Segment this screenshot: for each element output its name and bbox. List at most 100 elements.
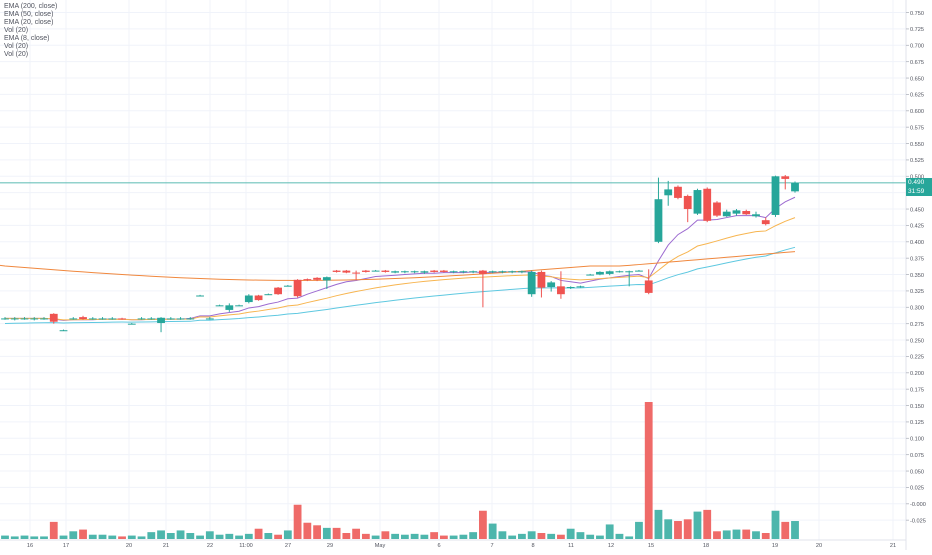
legend-item[interactable]: EMA (50, close) [4,11,54,18]
volume-bars [1,402,799,539]
y-tick-label: 0.225 [910,355,924,361]
candle-body [635,270,643,272]
volume-bar [732,529,741,539]
volume-bar [537,533,546,539]
candle-body [459,271,468,273]
y-tick-label: 0.725 [910,27,924,33]
x-tick-label: 27 [285,543,291,549]
legend-item[interactable]: Vol (20) [4,43,29,50]
x-tick-label: 17 [63,543,69,549]
y-tick-label: 0.625 [910,93,924,99]
y-tick-label: 0.175 [910,387,924,393]
candle-body [30,318,39,320]
volume-bar [410,533,419,539]
y-tick-label: 0.125 [910,420,924,426]
candle-body [303,279,312,281]
candle-body [283,285,292,287]
y-tick-label: 0.075 [910,453,924,459]
volume-bar [176,530,185,539]
candle-body [420,271,429,273]
candle-body [722,211,731,217]
candle-body [127,323,136,325]
candle-body [381,270,390,272]
candle-body [264,294,273,296]
y-tick-label: -0.025 [910,518,926,524]
candle-body [313,277,321,280]
candle-body [537,271,546,288]
x-tick-label: 6 [437,543,440,549]
volume-bar [625,536,634,539]
volume-bar [791,521,799,539]
legend-item[interactable]: EMA (20, close) [4,19,54,26]
candle-body [498,271,507,273]
candle-body [186,318,195,320]
candle-body [664,189,673,196]
volume-bar [30,536,39,539]
candle-body [20,318,29,320]
candle-body [147,318,156,320]
candle-body [683,195,692,210]
volume-bar [596,535,604,539]
candle-body [703,188,712,221]
volume-bar [459,534,468,539]
volume-bar [127,535,136,539]
x-tick-label: 21 [163,543,169,549]
candle-body [576,286,585,288]
candle-body [322,277,331,281]
y-tick-label: 0.275 [910,322,924,328]
volume-bar [322,527,331,539]
volume-bar [508,535,517,539]
volume-bar [254,528,263,539]
volume-bar [391,533,400,539]
x-tick-label: 29 [327,543,333,549]
candle-body [215,305,224,307]
volume-bar [781,521,790,539]
ema50-line [4,246,796,324]
volume-bar [108,535,117,539]
legend-item[interactable]: Vol (20) [4,51,29,58]
indicator-legend: EMA (200, close) EMA (50, close) EMA (20… [4,3,57,59]
y-tick-label: 0.025 [910,486,924,492]
candle-body [157,317,165,324]
volume-bar [576,532,585,539]
volume-bar [644,402,653,539]
candle-body [781,176,790,179]
moving-averages [0,182,906,324]
volume-bar [235,535,243,539]
y-tick-label: 0.325 [910,289,924,295]
legend-item[interactable]: EMA (8, close) [4,35,50,42]
volume-bar [118,536,126,539]
candle-body [108,318,117,320]
candle-body [137,318,146,320]
legend-item[interactable]: EMA (200, close) [4,3,58,10]
volume-bar [674,521,682,539]
y-tick-label: 0.550 [910,142,924,148]
y-tick-label: 0.375 [910,256,924,262]
bar-countdown-label: 31:59 [906,187,932,197]
candle-body [430,270,439,272]
candle-body [49,313,58,322]
y-tick-label: 0.500 [910,175,924,181]
candle-body [752,214,760,217]
volume-bar [332,527,341,539]
volume-bar [361,533,370,539]
volume-bar [703,509,712,539]
y-tick-label: 0.575 [910,125,924,131]
volume-bar [225,533,234,539]
volume-bar [439,535,448,539]
candle-body [118,318,126,320]
candle-body [205,318,214,320]
volume-bar [654,509,663,539]
volume-bar [293,504,302,539]
y-tick-label: 0.200 [910,371,924,377]
candle-body [605,271,614,274]
y-tick-label: 0.350 [910,273,924,279]
candle-body [176,318,185,320]
volume-bar [352,528,361,539]
legend-item[interactable]: Vol (20) [4,27,29,34]
volume-bar [313,525,321,539]
volume-bar [166,533,175,539]
y-tick-label: 0.300 [910,306,924,312]
